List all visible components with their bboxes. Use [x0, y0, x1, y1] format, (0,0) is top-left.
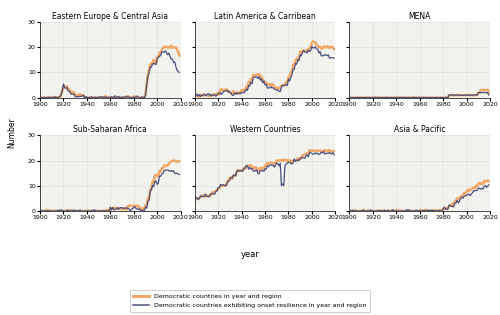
Title: Latin America & Carribean: Latin America & Carribean: [214, 12, 316, 20]
Title: MENA: MENA: [408, 12, 431, 20]
Text: Number: Number: [8, 117, 16, 148]
Title: Western Countries: Western Countries: [230, 125, 300, 134]
Title: Eastern Europe & Central Asia: Eastern Europe & Central Asia: [52, 12, 168, 20]
Legend: Democratic countries in year and region, Democratic countries exhibiting onset r: Democratic countries in year and region,…: [130, 290, 370, 312]
Title: Asia & Pacific: Asia & Pacific: [394, 125, 446, 134]
Text: year: year: [240, 250, 260, 259]
Title: Sub-Saharan Africa: Sub-Saharan Africa: [74, 125, 147, 134]
